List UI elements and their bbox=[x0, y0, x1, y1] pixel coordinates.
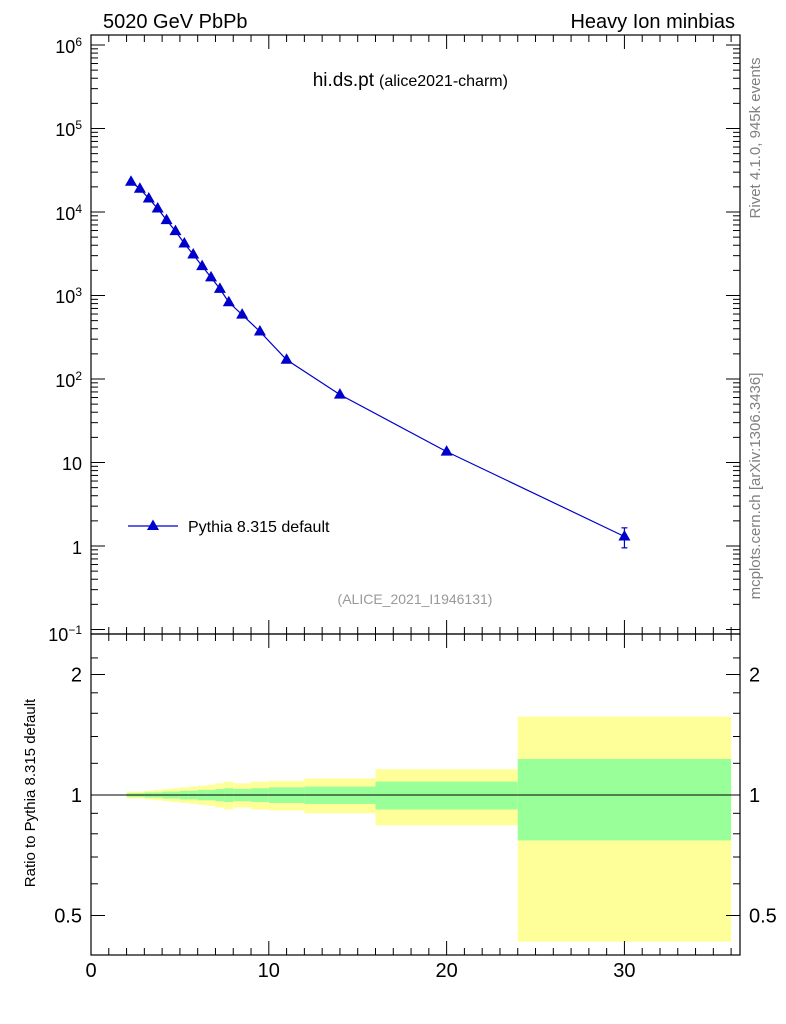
main-y-tick-labels: 10−1 1 10 102 103 104 105 106 bbox=[48, 35, 82, 645]
ratio-y-tick-label-right: 0.5 bbox=[749, 906, 777, 928]
y-tick-label-10: 10 bbox=[62, 454, 82, 474]
ratio-y-tick-label-left: 2 bbox=[71, 665, 82, 687]
y-tick-label-0.1: 10−1 bbox=[48, 623, 82, 645]
rivet-version-label: Rivet 4.1.0, 945k events bbox=[747, 58, 764, 219]
ratio-y-tick-label-right: 2 bbox=[749, 665, 760, 687]
main-axis-ticks bbox=[90, 35, 740, 634]
y-tick-label-100000: 105 bbox=[55, 118, 82, 140]
plot-subtitle: (alice2021-charm) bbox=[379, 73, 508, 90]
main-plot-frame bbox=[90, 34, 741, 635]
x-tick-label: 30 bbox=[613, 960, 635, 982]
y-tick-label-100: 102 bbox=[55, 369, 82, 391]
ratio-band-inner bbox=[517, 759, 732, 841]
data-point bbox=[160, 213, 173, 225]
ratio-y-tick-labels: 0.5 0.5 1 1 2 2 bbox=[54, 665, 777, 928]
data-point bbox=[125, 175, 138, 186]
ratio-y-axis-label: Ratio to Pythia 8.315 default bbox=[22, 698, 39, 887]
series-pythia bbox=[125, 175, 631, 549]
x-tick-label: 0 bbox=[85, 960, 96, 982]
data-point bbox=[178, 236, 191, 248]
plot-title: hi.ds.pt bbox=[313, 70, 375, 91]
data-point bbox=[280, 353, 293, 364]
x-tick-labels: 0 10 20 30 bbox=[85, 960, 635, 982]
data-point bbox=[142, 192, 155, 203]
collision-label: 5020 GeV PbPb bbox=[103, 11, 248, 33]
legend: Pythia 8.315 default bbox=[128, 519, 330, 536]
data-point bbox=[205, 270, 218, 282]
ratio-band-inner bbox=[375, 781, 518, 810]
event-type-label: Heavy Ion minbias bbox=[570, 11, 735, 33]
data-point bbox=[213, 282, 226, 293]
y-tick-label-1000: 103 bbox=[55, 285, 82, 307]
data-point bbox=[333, 388, 346, 399]
data-point bbox=[236, 308, 249, 319]
data-point bbox=[196, 259, 209, 271]
y-tick-label-1000000: 106 bbox=[55, 35, 82, 57]
y-tick-label-1: 1 bbox=[72, 538, 82, 558]
ratio-y-tick-label-left: 0.5 bbox=[54, 906, 82, 928]
ratio-axis-ticks bbox=[90, 634, 740, 955]
ratio-y-tick-label-right: 1 bbox=[749, 785, 760, 807]
data-point bbox=[222, 295, 235, 307]
data-point bbox=[133, 182, 146, 193]
data-point bbox=[187, 247, 200, 259]
data-point bbox=[151, 202, 164, 213]
x-tick-label: 10 bbox=[258, 960, 280, 982]
data-point bbox=[253, 325, 266, 336]
y-tick-label-10000: 104 bbox=[55, 202, 82, 224]
analysis-id-label: (ALICE_2021_I1946131) bbox=[338, 591, 493, 607]
data-point bbox=[440, 445, 453, 456]
ratio-bands bbox=[126, 716, 732, 942]
series-line bbox=[130, 181, 625, 538]
legend-marker bbox=[147, 519, 159, 530]
mcplots-site-label: mcplots.cern.ch [arXiv:1306.3436] bbox=[747, 373, 764, 600]
x-tick-label: 20 bbox=[435, 960, 457, 982]
ratio-y-tick-label-left: 1 bbox=[71, 785, 82, 807]
data-point bbox=[618, 529, 631, 541]
data-point bbox=[169, 224, 182, 236]
legend-label: Pythia 8.315 default bbox=[188, 519, 330, 536]
